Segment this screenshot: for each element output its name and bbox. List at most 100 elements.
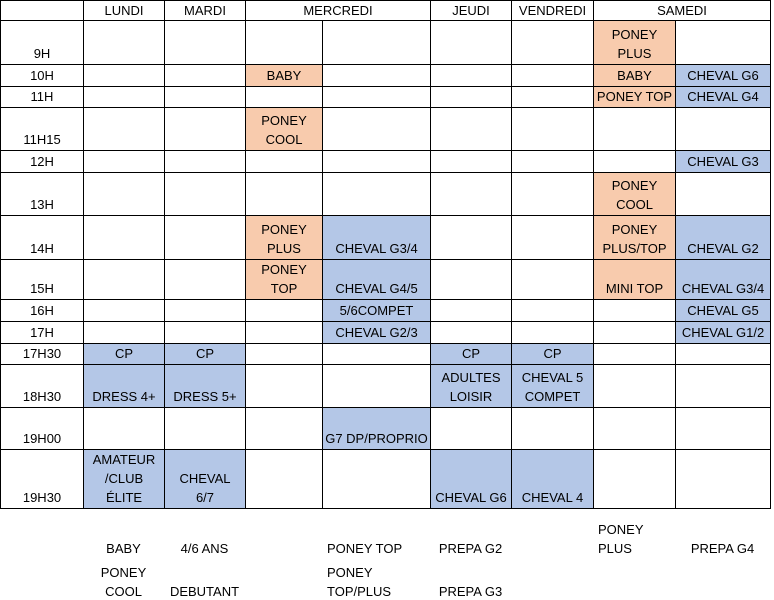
lesson-cell: PONEY PLUS xyxy=(245,215,323,260)
empty-cell xyxy=(322,449,431,509)
empty-cell xyxy=(675,172,771,216)
lesson-cell: CP xyxy=(430,343,512,365)
time-row: 10H BABY BABY CHEVAL G6 xyxy=(0,64,771,87)
empty-cell xyxy=(511,20,594,65)
time-row: 15H PONEY TOP CHEVAL G4/5 MINI TOP CHEVAL G3… xyxy=(0,259,771,300)
empty-cell xyxy=(511,150,594,173)
legend-item: PONEY PLUS xyxy=(598,522,644,556)
empty-cell xyxy=(593,449,676,509)
empty-cell xyxy=(430,299,512,322)
empty-cell xyxy=(164,299,246,322)
empty-cell xyxy=(511,107,594,151)
lesson-cell: PONEY TOP xyxy=(245,259,323,300)
empty-cell xyxy=(322,20,431,65)
empty-cell xyxy=(245,559,322,600)
empty-cell xyxy=(593,150,676,173)
empty-cell xyxy=(430,86,512,108)
empty-cell xyxy=(164,407,246,450)
lesson-cell: CHEVAL G3/4 xyxy=(322,215,431,260)
empty-cell xyxy=(83,215,165,260)
empty-cell xyxy=(675,343,771,365)
empty-cell xyxy=(511,86,594,108)
legend-item: BABY xyxy=(106,541,141,556)
time-label: 15H xyxy=(0,259,84,300)
lesson-cell: PONEY TOP xyxy=(593,86,676,108)
empty-cell xyxy=(245,150,323,173)
empty-cell xyxy=(675,107,771,151)
time-label: 11H15 xyxy=(0,107,84,151)
empty-cell xyxy=(322,64,431,87)
empty-cell xyxy=(83,407,165,450)
empty-cell xyxy=(83,150,165,173)
lesson-cell: CHEVAL G1/2 xyxy=(675,321,771,344)
legend-item: PONEY TOP xyxy=(327,541,403,556)
empty-cell xyxy=(322,150,431,173)
empty-cell xyxy=(511,64,594,87)
day-header: MARDI xyxy=(164,0,246,21)
empty-cell xyxy=(593,299,676,322)
time-label: 14H xyxy=(0,215,84,260)
legend-row: PONEY COOL DEBUTANT PONEY TOP/PLUS PREPA G3 xyxy=(0,559,770,600)
lesson-cell: 5/6COMPET xyxy=(322,299,431,322)
empty-cell xyxy=(83,321,165,344)
lesson-cell: CP xyxy=(83,343,165,365)
legend-item: 4/6 ANS xyxy=(180,541,229,556)
lesson-cell: DRESS 5+ xyxy=(164,364,246,408)
empty-cell xyxy=(675,20,771,65)
empty-cell xyxy=(245,520,322,559)
legend-item: DEBUTANT xyxy=(169,584,240,599)
time-row: 13H PONEY COOL xyxy=(0,172,771,216)
time-row: 16H 5/6COMPET CHEVAL G5 xyxy=(0,299,771,322)
schedule-table: LUNDI MARDI MERCREDI JEUDI VENDREDI SAMEDI 9H P… xyxy=(0,0,771,509)
empty-cell xyxy=(511,259,594,300)
lesson-cell: BABY xyxy=(593,64,676,87)
empty-cell xyxy=(430,321,512,344)
empty-cell xyxy=(322,172,431,216)
empty-cell xyxy=(430,215,512,260)
day-header: JEUDI xyxy=(430,0,512,21)
empty-cell xyxy=(245,20,323,65)
lesson-cell: PONEY PLUS/TOP xyxy=(593,215,676,260)
empty-cell xyxy=(164,107,246,151)
lesson-cell: DRESS 4+ xyxy=(83,364,165,408)
lesson-cell: ADULTES LOISIR xyxy=(430,364,512,408)
empty-cell xyxy=(322,86,431,108)
legend-item: PREPA G2 xyxy=(438,541,503,556)
empty-cell xyxy=(164,150,246,173)
time-label: 19H00 xyxy=(0,407,84,450)
time-row: 17H CHEVAL G2/3 CHEVAL G1/2 xyxy=(0,321,771,344)
time-row: 11H PONEY TOP CHEVAL G4 xyxy=(0,86,771,108)
lesson-cell: MINI TOP xyxy=(593,259,676,300)
lesson-cell: CP xyxy=(511,343,594,365)
empty-cell xyxy=(164,20,246,65)
time-row: 9H PONEY PLUS xyxy=(0,20,771,65)
empty-cell xyxy=(0,520,83,559)
empty-cell xyxy=(245,364,323,408)
lesson-cell: CHEVAL 4 xyxy=(511,449,594,509)
empty-cell xyxy=(675,559,770,600)
empty-cell xyxy=(83,259,165,300)
lesson-cell: CP xyxy=(164,343,246,365)
time-label: 18H30 xyxy=(0,364,84,408)
time-label: 10H xyxy=(0,64,84,87)
time-row: 12H CHEVAL G3 xyxy=(0,150,771,173)
time-label: 12H xyxy=(0,150,84,173)
empty-cell xyxy=(593,343,676,365)
empty-cell xyxy=(593,364,676,408)
lesson-cell: PONEY COOL xyxy=(593,172,676,216)
lesson-cell: CHEVAL G2 xyxy=(675,215,771,260)
lesson-cell: AMATEUR /CLUB ÉLITE xyxy=(83,449,165,509)
empty-cell xyxy=(164,172,246,216)
empty-cell xyxy=(245,449,323,509)
empty-cell xyxy=(593,407,676,450)
day-header: VENDREDI xyxy=(511,0,594,21)
lesson-cell: PONEY COOL xyxy=(245,107,323,151)
lesson-cell: CHEVAL G2/3 xyxy=(322,321,431,344)
empty-cell xyxy=(511,407,594,450)
legend-item: PONEY TOP/PLUS xyxy=(327,565,392,599)
empty-cell xyxy=(675,407,771,450)
time-label: 11H xyxy=(0,86,84,108)
legend-item: PONEY COOL xyxy=(100,565,147,599)
empty-cell xyxy=(245,321,323,344)
